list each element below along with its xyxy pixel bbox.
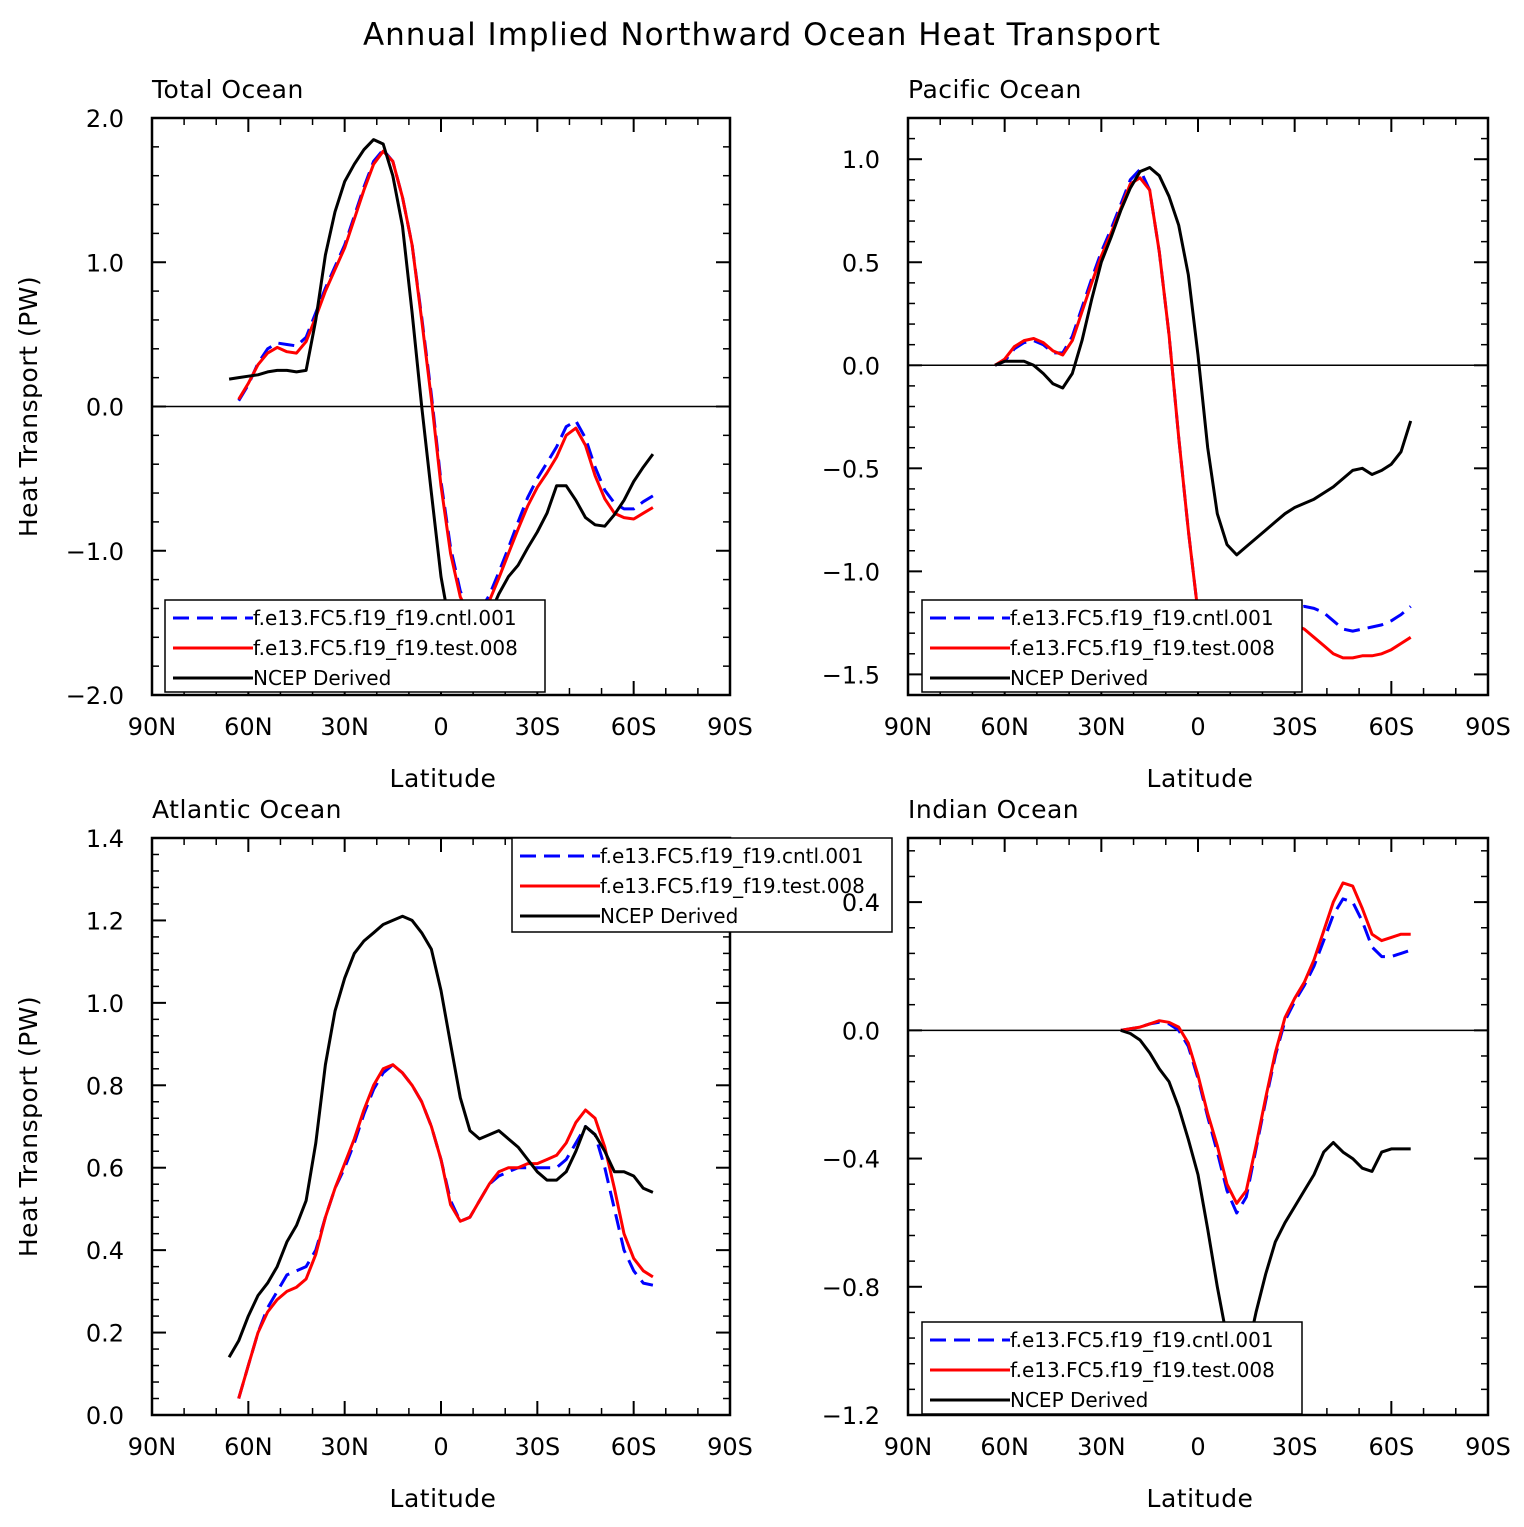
y-tick-label: −0.5 (822, 455, 880, 483)
y-tick-label: 1.0 (86, 990, 124, 1018)
legend-label: f.e13.FC5.f19_f19.test.008 (253, 636, 518, 660)
legend-label: f.e13.FC5.f19_f19.cntl.001 (253, 606, 517, 630)
legend: f.e13.FC5.f19_f19.cntl.001 f.e13.FC5.f19_… (164, 599, 546, 693)
y-tick-label: 0.0 (842, 1017, 880, 1045)
x-tick-label: 90S (1465, 1433, 1511, 1461)
panel-title: Total Ocean (151, 75, 304, 104)
x-tick-label: 0 (1190, 713, 1205, 741)
x-tick-label: 60N (224, 713, 273, 741)
panel-bottom-left: 90N 60N 30N 0 30S 60S 90S 0.0 0.2 0.4 0.6 0.8 1.0 1.2… (14, 795, 893, 1513)
y-tick-label: 1.2 (86, 907, 124, 935)
x-axis-label: Latitude (390, 764, 497, 793)
x-tick-label: 60S (1368, 713, 1414, 741)
x-axis-label: Latitude (1147, 1484, 1254, 1513)
series-line-2 (237, 149, 654, 618)
y-tick-label: −1.0 (66, 538, 124, 566)
series-line-3 (1120, 1028, 1411, 1369)
x-tick-label: 0 (433, 1433, 448, 1461)
x-tick-label: 30S (1272, 1433, 1318, 1461)
y-axis-label: Heat Transport (PW) (14, 996, 43, 1257)
series-line-2 (1120, 881, 1411, 1205)
x-tick-label: 60N (980, 713, 1029, 741)
y-axis-label: Heat Transport (PW) (14, 276, 43, 537)
x-tick-label: 90N (884, 713, 933, 741)
series-line-2 (237, 1063, 654, 1399)
y-tick-label: 0.4 (842, 889, 880, 917)
x-tick-label: 90N (884, 1433, 933, 1461)
panels-group: 90N 60N 30N 0 30S 60S 90S −2.0 −1.0 0.0 1.0 2.0 Tota… (14, 75, 1511, 1513)
y-tick-label: 1.0 (842, 146, 880, 174)
legend-label: f.e13.FC5.f19_f19.cntl.001 (1010, 606, 1274, 630)
panel-title: Indian Ocean (908, 795, 1079, 824)
x-tick-label: 30S (514, 1433, 560, 1461)
series-line-3 (994, 166, 1413, 557)
x-axis-label: Latitude (390, 1484, 497, 1513)
legend: f.e13.FC5.f19_f19.cntl.001 f.e13.FC5.f19_… (921, 1321, 1303, 1415)
series-line-3 (228, 138, 655, 651)
y-tick-label: 0.8 (86, 1072, 124, 1100)
legend-label: NCEP Derived (1010, 666, 1148, 690)
y-tick-label: −2.0 (66, 682, 124, 710)
x-tick-label: 90S (707, 713, 753, 741)
legend: f.e13.FC5.f19_f19.cntl.001 f.e13.FC5.f19_… (511, 837, 893, 933)
legend-label: f.e13.FC5.f19_f19.test.008 (600, 874, 865, 898)
legend-label: NCEP Derived (253, 666, 391, 690)
x-tick-label: 60S (1368, 1433, 1414, 1461)
legend-label: NCEP Derived (1010, 1388, 1148, 1412)
y-tick-label: 0.6 (86, 1155, 124, 1183)
y-tick-label: −1.0 (822, 558, 880, 586)
figure-title: Annual Implied Northward Ocean Heat Tran… (363, 17, 1161, 53)
y-tick-label: −1.5 (822, 661, 880, 689)
y-tick-label: 0.0 (86, 394, 124, 422)
x-tick-label: 90N (128, 1433, 177, 1461)
series-line-1 (237, 148, 654, 615)
x-axis-label: Latitude (1147, 764, 1254, 793)
x-tick-label: 30N (1077, 1433, 1126, 1461)
x-tick-label: 30N (320, 1433, 369, 1461)
panel-title: Atlantic Ocean (152, 795, 342, 824)
y-tick-label: 1.0 (86, 249, 124, 277)
y-tick-label: −0.8 (822, 1274, 880, 1302)
panel-top-left: 90N 60N 30N 0 30S 60S 90S −2.0 −1.0 0.0 1.0 2.0 Tota… (14, 75, 753, 793)
x-tick-label: 60S (611, 713, 657, 741)
series-line-2 (994, 176, 1412, 668)
x-tick-label: 60N (980, 1433, 1029, 1461)
x-tick-label: 30S (514, 713, 560, 741)
x-tick-label: 60S (611, 1433, 657, 1461)
x-tick-label: 30S (1272, 713, 1318, 741)
panel-bottom-right: 90N 60N 30N 0 30S 60S 90S −1.2 −0.8 −0.4 0.0 0.4 Ind… (822, 795, 1511, 1513)
x-tick-label: 30N (320, 713, 369, 741)
panel-top-right: 90N 60N 30N 0 30S 60S 90S −1.5 −1.0 −0.5 0.0 0.5 1.0… (822, 75, 1511, 793)
y-tick-label: 0.2 (86, 1320, 124, 1348)
y-tick-label: 0.0 (86, 1402, 124, 1430)
legend-label: f.e13.FC5.f19_f19.test.008 (1010, 1358, 1275, 1382)
y-tick-label: 0.0 (842, 352, 880, 380)
x-tick-label: 30N (1077, 713, 1126, 741)
x-tick-label: 90S (1465, 713, 1511, 741)
y-tick-label: 2.0 (86, 105, 124, 133)
y-tick-label: −0.4 (822, 1146, 880, 1174)
legend-label: NCEP Derived (600, 904, 738, 928)
y-tick-label: 1.4 (86, 825, 124, 853)
x-tick-label: 90S (707, 1433, 753, 1461)
legend-label: f.e13.FC5.f19_f19.cntl.001 (600, 844, 864, 868)
y-tick-label: −1.2 (822, 1402, 880, 1430)
legend: f.e13.FC5.f19_f19.cntl.001 f.e13.FC5.f19_… (921, 599, 1303, 693)
y-tick-label: 0.5 (842, 249, 880, 277)
x-tick-label: 0 (1190, 1433, 1205, 1461)
x-tick-label: 60N (224, 1433, 273, 1461)
panel-title: Pacific Ocean (908, 75, 1082, 104)
legend-label: f.e13.FC5.f19_f19.cntl.001 (1010, 1328, 1274, 1352)
series-line-3 (227, 914, 654, 1359)
x-tick-label: 0 (433, 713, 448, 741)
x-tick-label: 90N (128, 713, 177, 741)
series-line-1 (1120, 897, 1412, 1215)
y-tick-label: 0.4 (86, 1237, 124, 1265)
legend-label: f.e13.FC5.f19_f19.test.008 (1010, 636, 1275, 660)
